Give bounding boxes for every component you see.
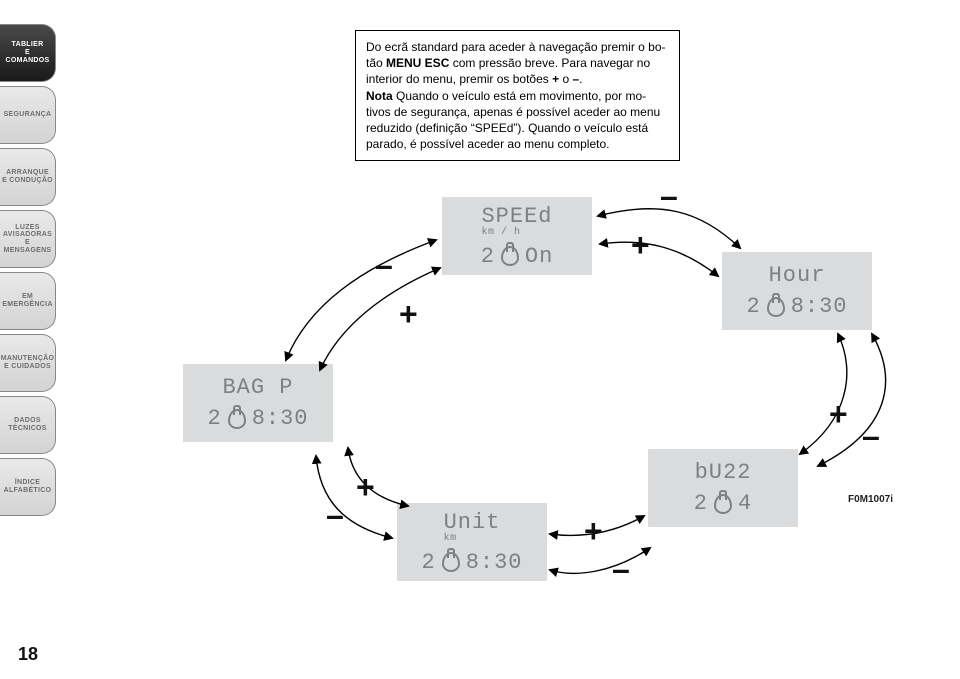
- panel-title: Hour: [769, 263, 826, 288]
- panel-val-left: 2: [481, 244, 495, 269]
- sign: –: [375, 247, 393, 284]
- panel-title: SPEEdkm / h: [481, 204, 552, 238]
- panel-bag: BAG P 2 8:30: [183, 364, 333, 442]
- panel-unit: Unitkm 2 8:30: [397, 503, 547, 581]
- panel-title: BAG P: [222, 375, 293, 400]
- panel-buzz: bU22 24: [648, 449, 798, 527]
- sign: –: [326, 497, 344, 534]
- temp-icon: [228, 409, 246, 429]
- panel-val-right: On: [525, 244, 553, 269]
- panel-value-row: 2 8:30: [421, 550, 522, 575]
- temp-icon: [767, 297, 785, 317]
- panel-val-left: 2: [694, 491, 708, 516]
- panel-val-right: 8:30: [252, 406, 309, 431]
- panel-val-left: 2: [421, 550, 435, 575]
- sign: +: [631, 227, 650, 264]
- panel-value-row: 2 8:30: [207, 406, 308, 431]
- panel-title: Unitkm: [444, 510, 501, 544]
- panel-val-right: 8:30: [791, 294, 848, 319]
- sign: –: [660, 178, 678, 215]
- menu-diagram: SPEEdkm / h 2On Hour 28:30 bU22 24 Unitk…: [0, 0, 960, 679]
- sign: +: [356, 469, 375, 506]
- panel-title-text: Unit: [444, 510, 501, 535]
- sign: –: [862, 418, 880, 455]
- temp-icon: [442, 552, 460, 572]
- panel-title-text: SPEEd: [481, 204, 552, 229]
- panel-val-right: 8:30: [466, 550, 523, 575]
- panel-val-left: 2: [207, 406, 221, 431]
- sign: –: [612, 551, 630, 588]
- panel-value-row: 24: [694, 491, 752, 516]
- panel-value-row: 2 8:30: [746, 294, 847, 319]
- panel-speed: SPEEdkm / h 2 On: [442, 197, 592, 275]
- sign: +: [399, 296, 418, 333]
- temp-icon: [501, 246, 519, 266]
- panel-value-row: 2 On: [481, 244, 554, 269]
- sign: +: [584, 513, 603, 550]
- panel-val-right: 4: [738, 491, 752, 516]
- panel-hour: Hour 2 8:30: [722, 252, 872, 330]
- temp-icon: [714, 494, 732, 514]
- panel-title: bU22: [695, 460, 752, 485]
- figure-ref: F0M1007i: [848, 494, 893, 505]
- sign: +: [829, 396, 848, 433]
- panel-val-left: 2: [746, 294, 760, 319]
